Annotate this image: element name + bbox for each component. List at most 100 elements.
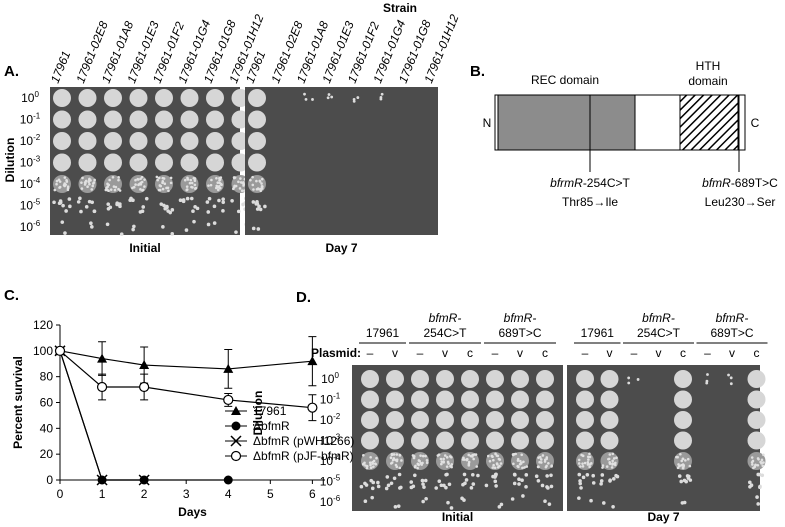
colony — [545, 474, 549, 478]
colony — [86, 185, 89, 189]
colony — [161, 180, 165, 183]
dilution-label: 10-4 — [20, 176, 41, 191]
colony — [67, 197, 72, 201]
colony — [522, 460, 525, 464]
colony — [611, 459, 614, 463]
colony — [599, 479, 604, 483]
legend-marker — [230, 450, 242, 462]
colony — [395, 465, 399, 469]
plate-label: Day 7 — [647, 510, 679, 524]
colony — [188, 181, 192, 185]
colony — [365, 466, 369, 470]
colony — [368, 461, 372, 464]
colony — [583, 461, 587, 465]
spot — [248, 110, 266, 129]
colony — [486, 454, 490, 458]
colony — [758, 484, 762, 489]
dilution-label: 10-1 — [320, 392, 341, 407]
colony — [585, 473, 590, 477]
colony — [545, 464, 548, 468]
colony — [258, 207, 263, 212]
spot — [747, 390, 766, 409]
colony — [161, 187, 165, 191]
colony — [118, 189, 122, 192]
colony — [541, 454, 545, 457]
colony — [589, 498, 593, 503]
dilution-base: 10 — [20, 220, 34, 234]
colony — [256, 227, 261, 231]
spot — [436, 431, 454, 450]
marker — [54, 345, 66, 356]
group-label: 254C>T — [423, 326, 467, 340]
marker — [223, 475, 233, 485]
colony — [193, 179, 197, 182]
panel-label: D. — [296, 289, 311, 306]
colony — [105, 222, 110, 227]
colony — [762, 453, 765, 457]
colony — [729, 382, 733, 386]
marker — [223, 363, 234, 373]
colony — [58, 185, 62, 189]
spot — [674, 431, 692, 450]
colony — [141, 205, 146, 209]
dilution-base: 10 — [320, 434, 334, 448]
colony — [184, 228, 189, 232]
colony — [63, 176, 67, 179]
spot — [386, 390, 404, 409]
colony — [537, 465, 540, 469]
strain-label: 17961 — [48, 49, 73, 85]
colony — [676, 466, 680, 470]
dilution-label: 100 — [321, 371, 339, 386]
colony — [547, 461, 550, 465]
spot — [53, 132, 71, 150]
colony — [748, 485, 752, 489]
legend-label: ΔbfmR — [253, 419, 290, 433]
marker — [139, 381, 150, 393]
colony — [599, 482, 603, 486]
plasmid: – — [631, 346, 638, 360]
marker — [138, 474, 150, 486]
colony — [80, 181, 83, 184]
colony — [684, 459, 687, 462]
marker — [96, 474, 108, 486]
colony — [58, 180, 62, 183]
legend-label: ΔbfmR (pJF-bfmR) — [253, 449, 354, 463]
colony — [681, 457, 685, 461]
spot — [78, 110, 97, 129]
dilution-exp: -4 — [333, 453, 341, 462]
colony — [76, 200, 81, 204]
y-axis-label: Percent survival — [11, 356, 25, 449]
colony — [178, 198, 183, 202]
colony — [398, 466, 402, 470]
colony — [492, 458, 495, 462]
colony — [497, 505, 502, 509]
colony — [706, 373, 709, 376]
plate — [352, 365, 563, 511]
spot — [129, 89, 148, 107]
spot — [486, 390, 504, 409]
colony — [578, 479, 582, 483]
plasmid: c — [754, 346, 760, 360]
colony — [684, 479, 688, 484]
colony — [162, 203, 166, 208]
colony — [425, 461, 429, 465]
colony — [608, 462, 612, 465]
colony — [475, 465, 479, 468]
spot — [104, 132, 122, 150]
colony — [212, 221, 217, 225]
plasmid: – — [492, 346, 499, 360]
plasmid: – — [367, 346, 374, 360]
colony — [465, 458, 469, 462]
plate — [567, 365, 766, 511]
colony — [462, 472, 467, 477]
spot — [486, 431, 504, 450]
colony — [111, 175, 115, 179]
colony — [218, 178, 222, 181]
colony — [239, 181, 243, 184]
spot — [206, 110, 224, 129]
dilution-base: 10 — [20, 134, 34, 148]
colony — [238, 187, 242, 190]
x-tick-label: 5 — [267, 487, 274, 501]
colony — [588, 455, 592, 459]
dilution-label: 10-6 — [320, 494, 341, 509]
